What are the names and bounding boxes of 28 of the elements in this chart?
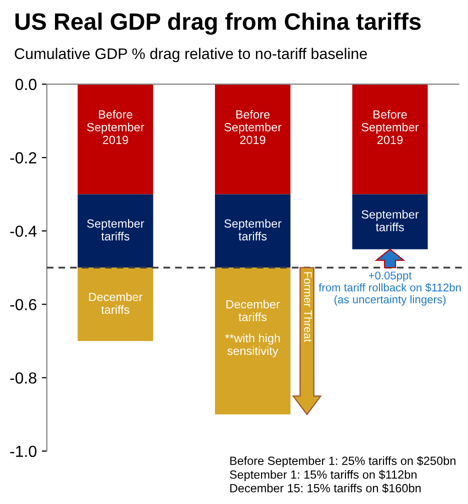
text: Before September 1: 25% tariffs on $250bn September 1: 15% tariffs on $112bn December 15: 15% tariffs on $160bn [230,456,456,494]
y-tick-label: -0.2 [10,152,36,164]
text: December tariffs [226,300,280,322]
series-label: December tariffs [89,292,142,314]
annotation: +0.05ppt from tariff rollback on $112bn (as uncertainty lingers) [318,272,461,306]
series-label: Before September 2019 [87,110,144,144]
y-tick-label: 0.0 [16,78,36,90]
bar [78,194,154,268]
bar [352,194,428,250]
annotation: **with high sensitivity [225,334,280,358]
bar [214,194,290,268]
series-label: September tariffs [87,219,144,240]
text: September tariffs [362,210,419,232]
bar [214,84,290,194]
text: September tariffs [224,219,282,240]
y-tick-label: -1.0 [10,446,36,458]
y-tick-label: -0.6 [10,298,36,310]
chart-subtitle: Cumulative GDP % drag relative to no-tariff baseline [14,48,367,62]
bar [214,268,290,414]
chart-title: US Real GDP drag from China tariffs [15,12,421,35]
text: Before September 2019 [224,110,282,144]
y-tick-label: -0.8 [10,372,36,384]
annotation: Former Threat [304,272,312,342]
bar [352,84,428,194]
bar [78,268,154,342]
text: Before September 2019 [362,110,419,144]
bar [78,84,154,194]
y-tick-label: -0.4 [10,226,37,237]
